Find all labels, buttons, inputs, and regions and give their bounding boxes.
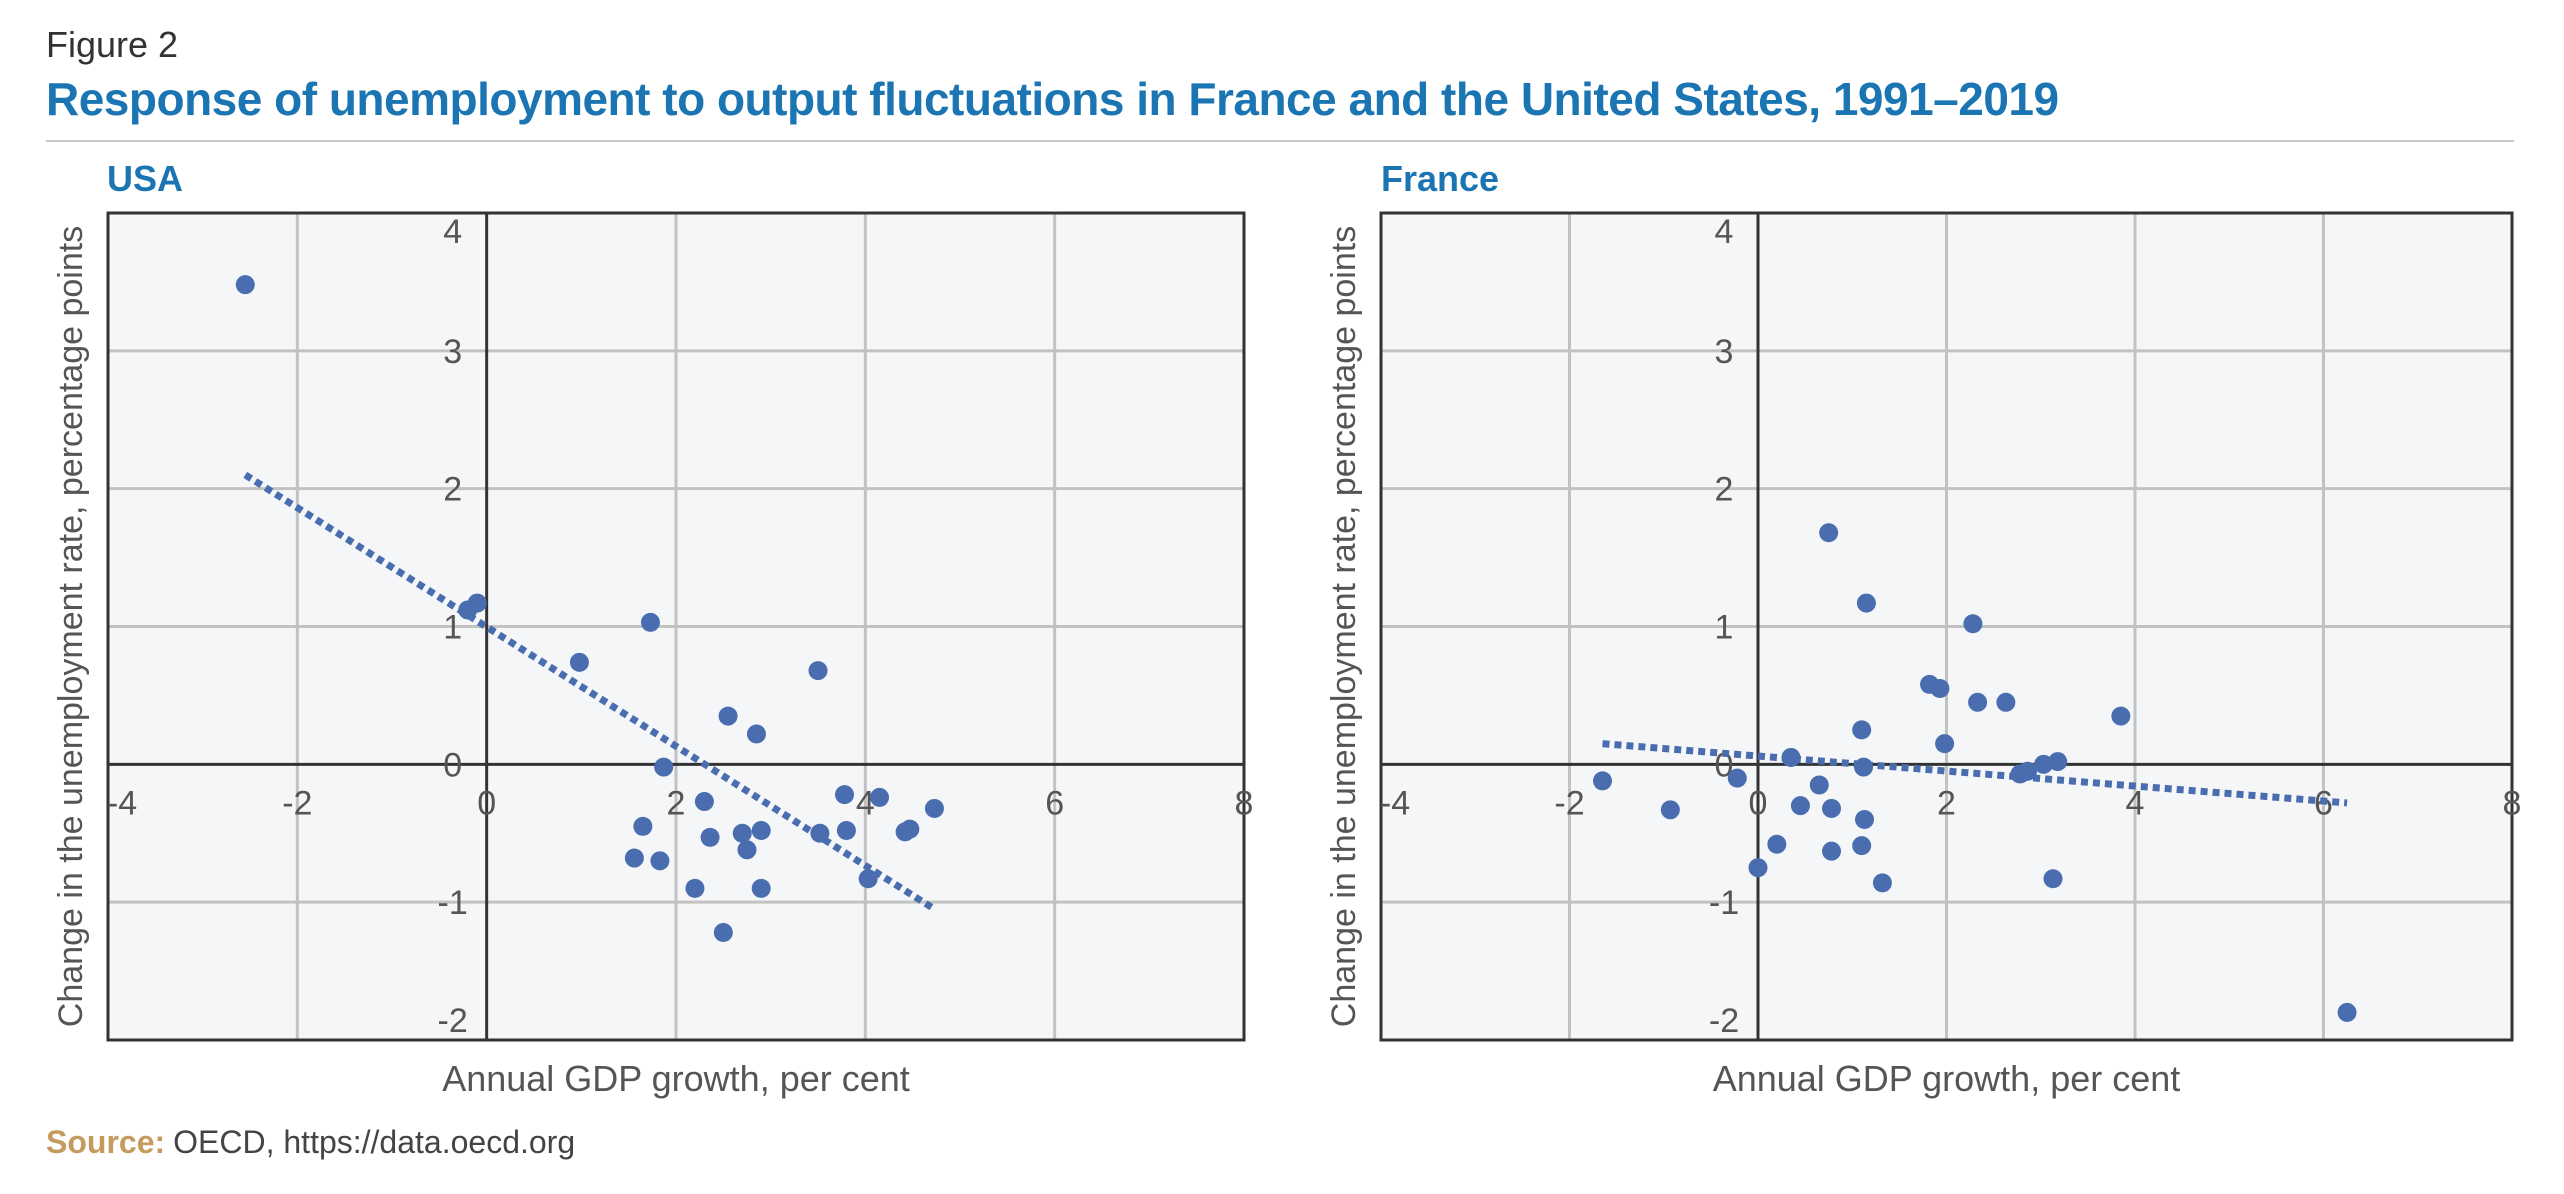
usa-data-point xyxy=(808,661,828,681)
france-data-point xyxy=(1930,679,1950,699)
france-data-point xyxy=(2337,1002,2357,1022)
usa-scatter-chart: -4 -2 0 2 4 6 8 -2 -1 0 1 2 3 4 Annual GDP growth, per… xyxy=(52,211,1254,1099)
usa-data-point xyxy=(900,819,920,839)
usa-ytick-label: 1 xyxy=(443,609,462,647)
france-data-point xyxy=(1963,614,1983,634)
france-ytick-label: 4 xyxy=(1715,213,1734,251)
usa-x-axis-title: Annual GDP growth, per cent xyxy=(442,1058,910,1099)
usa-data-point xyxy=(654,757,674,777)
france-plot-frame xyxy=(1379,211,2514,1042)
france-data-point xyxy=(1855,809,1875,829)
usa-data-point xyxy=(235,275,255,295)
figure-title: Response of unemployment to output fluct… xyxy=(46,73,2059,125)
france-data-point xyxy=(1854,757,1874,777)
france-x-axis-title: Annual GDP growth, per cent xyxy=(1713,1058,2181,1099)
usa-xtick-label: 8 xyxy=(1235,784,1254,822)
usa-data-point xyxy=(751,820,771,840)
usa-ytick-label: 2 xyxy=(443,471,462,509)
france-data-point xyxy=(1968,692,1988,712)
france-data-point xyxy=(1872,873,1892,893)
france-data-point xyxy=(1767,834,1787,854)
usa-data-point xyxy=(650,851,670,871)
france-data-point xyxy=(1790,796,1810,816)
france-trendline xyxy=(1602,740,2348,807)
title-divider xyxy=(46,140,2514,142)
france-data-point xyxy=(1748,858,1768,878)
france-panel-title: France xyxy=(1381,158,1500,199)
usa-data-point xyxy=(737,840,757,860)
source-text: OECD, https://data.oecd.org xyxy=(173,1124,576,1160)
usa-xtick-label: 6 xyxy=(1045,784,1064,822)
usa-data-point xyxy=(624,848,644,868)
france-data-point xyxy=(1996,692,2016,712)
france-data-point xyxy=(1727,768,1747,788)
usa-data-point xyxy=(640,612,660,632)
usa-data-point xyxy=(694,792,714,812)
usa-data-point xyxy=(685,878,705,898)
usa-data-point xyxy=(569,652,589,672)
france-ytick-label: -1 xyxy=(1709,884,1739,922)
france-data-point xyxy=(2111,706,2131,726)
france-data-point xyxy=(1592,771,1612,791)
usa-data-point xyxy=(467,593,487,613)
usa-xtick-label: -4 xyxy=(107,784,137,822)
usa-y-axis-title: Change in the unemployment rate, percent… xyxy=(52,226,90,1027)
usa-xtick-label: 4 xyxy=(856,784,875,822)
usa-xtick-label: 0 xyxy=(477,784,496,822)
france-data-point xyxy=(2034,754,2054,774)
usa-data-point xyxy=(810,823,830,843)
usa-data-point xyxy=(751,878,771,898)
usa-data-point xyxy=(718,706,738,726)
usa-data-point xyxy=(700,827,720,847)
usa-xtick-label: 2 xyxy=(667,784,686,822)
usa-ytick-label: 4 xyxy=(443,213,462,251)
france-xtick-label: -2 xyxy=(1554,784,1584,822)
france-ytick-label: 3 xyxy=(1715,333,1734,371)
france-data-point xyxy=(2048,752,2068,772)
usa-data-point xyxy=(732,823,752,843)
france-ytick-label: 1 xyxy=(1715,609,1734,647)
usa-data-point xyxy=(858,869,878,889)
france-ytick-label: -2 xyxy=(1709,1002,1739,1040)
france-xtick-label: 4 xyxy=(2126,784,2145,822)
usa-data-point xyxy=(746,724,766,744)
france-data-point xyxy=(1819,523,1839,543)
france-xtick-label: 2 xyxy=(1937,784,1956,822)
usa-ytick-label: -1 xyxy=(438,884,468,922)
france-data-point xyxy=(1781,747,1801,767)
france-xtick-label: 0 xyxy=(1749,784,1768,822)
france-data-point xyxy=(1935,734,1955,754)
france-data-point xyxy=(2043,869,2063,889)
france-y-axis-title: Change in the unemployment rate, percent… xyxy=(1325,226,1363,1027)
usa-data-point xyxy=(836,820,856,840)
france-data-point xyxy=(1822,841,1842,861)
usa-data-point xyxy=(835,785,855,805)
usa-panel-title: USA xyxy=(107,158,184,199)
france-data-point xyxy=(1822,798,1842,818)
france-xtick-label: -4 xyxy=(1380,784,1410,822)
usa-data-point xyxy=(633,816,653,836)
source-label: Source: xyxy=(46,1124,166,1160)
france-data-point xyxy=(1809,775,1829,795)
france-data-point xyxy=(1852,720,1872,740)
france-data-point xyxy=(1856,593,1876,613)
usa-data-point xyxy=(713,922,733,942)
usa-ytick-label: 0 xyxy=(443,746,462,784)
figure-label: Figure 2 xyxy=(46,24,179,65)
usa-xtick-label: -2 xyxy=(282,784,312,822)
usa-plot-frame xyxy=(106,211,1246,1042)
france-data-point xyxy=(1660,800,1680,820)
france-data-point xyxy=(2018,761,2038,781)
source-note: Source: OECD, https://data.oecd.org xyxy=(46,1124,575,1161)
france-ytick-label: 2 xyxy=(1715,471,1734,509)
usa-data-point xyxy=(870,787,890,807)
usa-ytick-label: -2 xyxy=(438,1002,468,1040)
usa-data-point xyxy=(924,798,944,818)
france-data-point xyxy=(1852,836,1872,856)
france-xtick-label: 8 xyxy=(2503,784,2522,822)
usa-ytick-label: 3 xyxy=(443,333,462,371)
